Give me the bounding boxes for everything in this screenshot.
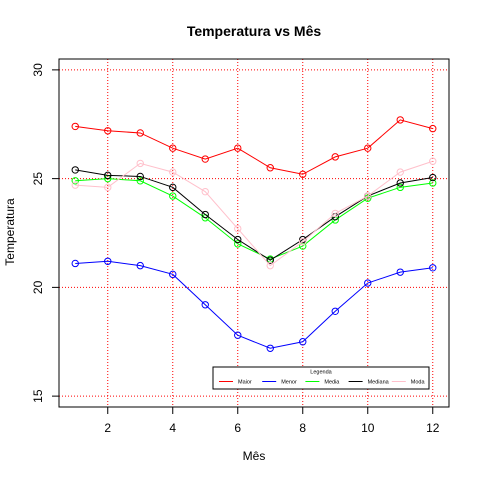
legend-label-mediana: Mediana xyxy=(368,380,390,386)
x-axis-label: Mês xyxy=(243,449,266,463)
y-tick-label: 30 xyxy=(31,63,45,77)
x-tick-label: 8 xyxy=(299,421,306,435)
x-tick-label: 12 xyxy=(426,421,440,435)
plot-frame xyxy=(59,59,449,407)
legend-label-moda: Moda xyxy=(411,380,426,386)
x-tick-label: 2 xyxy=(104,421,111,435)
x-tick-label: 4 xyxy=(169,421,176,435)
legend-label-menor: Menor xyxy=(281,380,297,386)
y-axis-label: Temperatura xyxy=(3,198,17,266)
y-tick-label: 15 xyxy=(31,389,45,403)
legend: Legenda Maior Menor Media Mediana Moda xyxy=(213,367,429,389)
x-tick-label: 10 xyxy=(361,421,375,435)
series-line-maior xyxy=(75,120,433,174)
x-tick-label: 6 xyxy=(234,421,241,435)
series-line-menor xyxy=(75,261,433,348)
legend-title: Legenda xyxy=(310,370,332,376)
legend-label-media: Media xyxy=(324,380,340,386)
legend-label-maior: Maior xyxy=(238,380,252,386)
chart-title: Temperatura vs Mês xyxy=(187,23,322,39)
y-tick-label: 20 xyxy=(31,280,45,294)
series-lines xyxy=(72,117,436,352)
y-tick-label: 25 xyxy=(31,172,45,186)
grid xyxy=(59,59,449,407)
